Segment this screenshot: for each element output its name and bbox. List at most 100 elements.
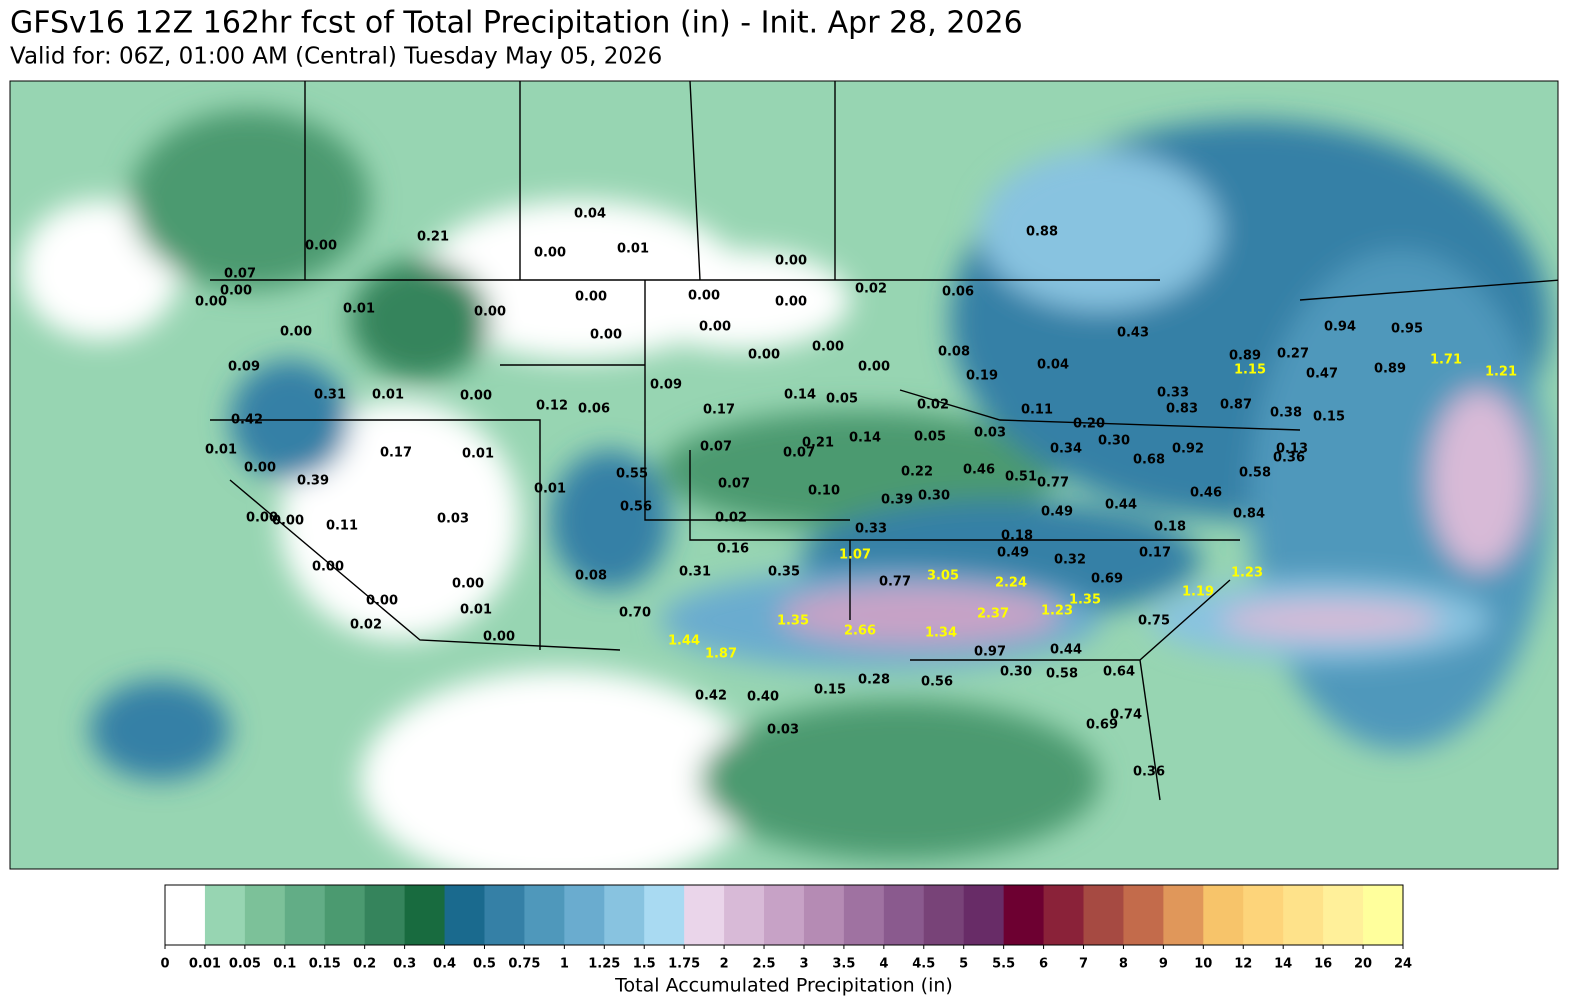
map-value-label: 0.11 (1021, 403, 1053, 418)
map-value-label: 0.01 (617, 242, 649, 257)
map-value-label: 0.00 (312, 560, 344, 575)
colorbar-tick-label: 14 (1274, 957, 1292, 972)
map-value-label: 0.00 (590, 328, 622, 343)
map-value-label: 0.11 (326, 519, 358, 534)
map-value-label: 0.46 (1190, 486, 1222, 501)
colorbar-swatch (803, 885, 845, 945)
map-value-label: 0.00 (575, 290, 607, 305)
colorbar-label: Total Accumulated Precipitation (in) (614, 975, 953, 997)
map-value-label: 0.18 (1154, 520, 1186, 535)
map-value-label: 0.46 (963, 463, 995, 478)
colorbar-tick-label: 0.75 (508, 957, 540, 972)
colorbar-tick-label: 0.3 (393, 957, 416, 972)
map-value-label: 0.69 (1091, 572, 1123, 587)
colorbar-swatch (644, 885, 685, 945)
colorbar-tick-label: 3.5 (832, 957, 855, 972)
colorbar-tick-label: 6 (1039, 957, 1048, 972)
map-value-label: 0.39 (881, 493, 913, 508)
map-value-label: 0.97 (974, 645, 1006, 660)
map-value-label: 0.07 (700, 440, 732, 455)
colorbar-tick-label: 7 (1079, 957, 1088, 972)
map-value-label: 0.94 (1324, 320, 1356, 335)
colorbar-swatch (364, 885, 406, 945)
colorbar-swatch (1043, 885, 1085, 945)
map-value-label: 1.44 (668, 634, 700, 649)
map-value-label: 0.36 (1133, 765, 1165, 780)
map-value-label: 1.19 (1182, 585, 1214, 600)
colorbar-swatch (1083, 885, 1124, 945)
colorbar-swatch (1123, 885, 1164, 945)
map-value-label: 0.15 (1313, 410, 1345, 425)
colorbar-tick-label: 10 (1194, 957, 1212, 972)
map-value-label: 0.00 (858, 360, 890, 375)
map-value-label: 2.66 (844, 624, 876, 639)
map-value-label: 0.02 (855, 282, 887, 297)
colorbar-tick-label: 8 (1119, 957, 1128, 972)
map-value-label: 0.87 (1220, 398, 1252, 413)
colorbar-tick-label: 0.4 (433, 957, 456, 972)
colorbar-swatch (165, 885, 206, 945)
colorbar-swatch (684, 885, 725, 945)
map-value-label: 0.27 (1277, 347, 1309, 362)
map-value-label: 0.42 (231, 413, 263, 428)
subtitle: Valid for: 06Z, 01:00 AM (Central) Tuesd… (10, 44, 662, 70)
map-value-label: 0.00 (483, 630, 515, 645)
colorbar-swatch (764, 885, 805, 945)
map-value-label: 0.03 (767, 723, 799, 738)
map-value-label: 0.00 (195, 295, 227, 310)
colorbar-tick-label: 0.2 (353, 957, 376, 972)
map-value-label: 0.00 (812, 340, 844, 355)
map-value-label: 0.84 (1233, 507, 1265, 522)
map-value-label: 1.07 (839, 548, 871, 563)
colorbar-swatch (244, 885, 286, 945)
map-value-label: 0.01 (462, 447, 494, 462)
map-value-label: 0.47 (1306, 367, 1338, 382)
map-value-label: 0.20 (1073, 417, 1105, 432)
colorbar-swatch (444, 885, 485, 945)
colorbar-tick-label: 0.1 (273, 957, 296, 972)
map-value-label: 0.44 (1050, 643, 1082, 658)
map-value-label: 0.83 (1166, 402, 1198, 417)
map-value-label: 0.03 (974, 426, 1006, 441)
colorbar-swatch (404, 885, 446, 945)
map-value-label: 0.70 (619, 606, 651, 621)
colorbar-tick-label: 16 (1314, 957, 1332, 972)
map-value-label: 0.39 (297, 474, 329, 489)
map-value-label: 0.58 (1239, 466, 1271, 481)
map-value-label: 0.49 (997, 546, 1029, 561)
map-value-label: 0.01 (460, 603, 492, 618)
map-value-label: 0.75 (1138, 614, 1170, 629)
colorbar-tick-label: 4.5 (912, 957, 935, 972)
colorbar-tick-label: 12 (1234, 957, 1252, 972)
map-value-label: 1.21 (1485, 365, 1517, 380)
map-value-label: 0.77 (879, 575, 911, 590)
map-value-label: 0.31 (679, 565, 711, 580)
map-value-label: 0.07 (224, 267, 256, 282)
map-value-label: 0.08 (938, 345, 970, 360)
colorbar-tick-label: 0.05 (229, 957, 261, 972)
map-value-label: 0.00 (366, 594, 398, 609)
colorbar-swatch (284, 885, 326, 945)
map-value-label: 1.87 (705, 647, 737, 662)
map-value-label: 0.00 (305, 239, 337, 254)
map-value-label: 0.15 (814, 683, 846, 698)
colorbar-swatch (484, 885, 525, 945)
map-value-label: 0.02 (715, 511, 747, 526)
map-value-label: 2.24 (995, 576, 1027, 591)
map-value-label: 0.06 (942, 285, 974, 300)
map-value-label: 0.05 (826, 392, 858, 407)
map-value-label: 0.92 (1172, 442, 1204, 457)
map-value-label: 0.31 (314, 388, 346, 403)
map-value-label: 0.38 (1270, 406, 1302, 421)
map-value-label: 0.00 (460, 389, 492, 404)
map-value-label: 0.32 (1054, 553, 1086, 568)
map-value-label: 0.00 (272, 514, 304, 529)
map-value-label: 0.58 (1046, 667, 1078, 682)
map-value-label: 0.30 (1000, 665, 1032, 680)
map-value-label: 0.00 (688, 289, 720, 304)
map-value-label: 0.36 (1273, 451, 1305, 466)
map-value-label: 0.06 (578, 402, 610, 417)
map-value-label: 0.07 (718, 477, 750, 492)
map-value-label: 0.01 (205, 443, 237, 458)
